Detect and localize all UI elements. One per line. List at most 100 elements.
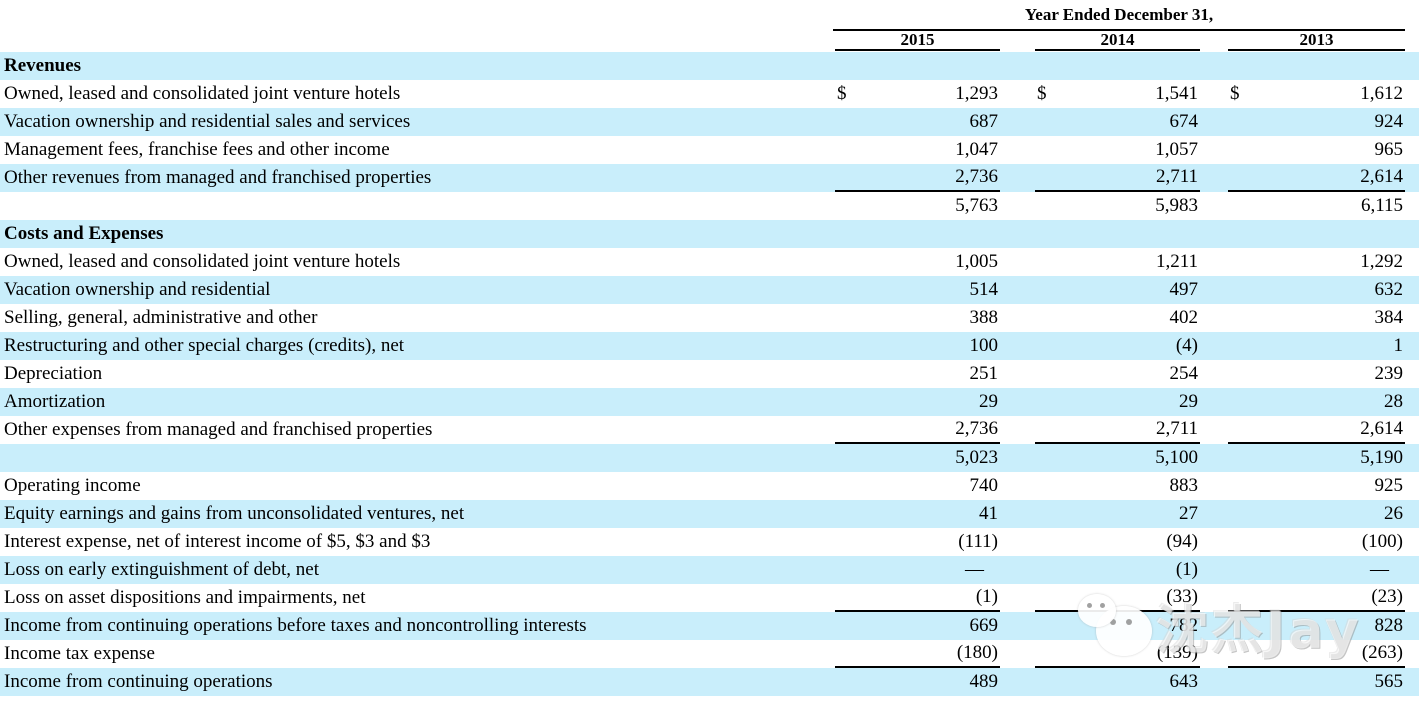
- cell-value: 388: [969, 307, 999, 328]
- value-cell-2014: (4): [1035, 332, 1200, 360]
- cell-value: 2,614: [1360, 166, 1403, 187]
- section-header-row: Costs and Expenses: [0, 220, 1419, 248]
- row-label: Loss on early extinguishment of debt, ne…: [4, 559, 320, 580]
- table-row: Income from continuing operations before…: [0, 612, 1419, 640]
- value-cell-2015: $1,293: [835, 80, 1000, 108]
- value-cell-2015: 100: [835, 332, 1000, 360]
- row-label: Loss on asset dispositions and impairmen…: [4, 587, 366, 608]
- cell-value: 925: [1374, 475, 1404, 496]
- value-cell-2014: 643: [1035, 668, 1200, 696]
- cell-value: 1,005: [955, 251, 998, 272]
- cell-value: (139): [1156, 642, 1198, 663]
- value-cell-2014: 674: [1035, 108, 1200, 136]
- section-header-row: Revenues: [0, 52, 1419, 80]
- value-cell-2013: (100): [1228, 528, 1405, 556]
- cell-value: 26: [1384, 503, 1403, 524]
- cell-value: 100: [969, 335, 999, 356]
- table-row: Depreciation 251 254 239: [0, 360, 1419, 388]
- cell-value: 29: [1179, 391, 1198, 412]
- value-cell-2014: 5,100: [1035, 444, 1200, 472]
- cell-value: 6,115: [1360, 195, 1403, 216]
- row-label: [0, 192, 835, 220]
- cell-value: (1): [1175, 559, 1198, 580]
- cell-value: 669: [969, 615, 999, 636]
- value-cell-2015: 41: [835, 500, 1000, 528]
- cell-value: 1,211: [1155, 251, 1198, 272]
- value-cell-2013: 1,292: [1228, 248, 1405, 276]
- row-label: [0, 444, 835, 472]
- cell-value: 5,763: [955, 195, 998, 216]
- table-header: Year Ended December 31, 2015 2014 2013: [0, 0, 1419, 52]
- row-label: Restructuring and other special charges …: [4, 335, 405, 356]
- dollar-sign: $: [837, 83, 847, 104]
- value-cell-2014: (33): [1035, 584, 1200, 612]
- value-cell-2013: [1228, 220, 1405, 248]
- table-row: Equity earnings and gains from unconsoli…: [0, 500, 1419, 528]
- value-cell-2013: 5,190: [1228, 444, 1405, 472]
- row-label: Vacation ownership and residential: [4, 279, 271, 300]
- row-label: Owned, leased and consolidated joint ven…: [4, 251, 401, 272]
- table-row: Income from continuing operations 489 643 5…: [0, 668, 1419, 696]
- cell-value: 1,612: [1360, 83, 1403, 104]
- value-cell-2015: 388: [835, 304, 1000, 332]
- cell-value: (100): [1361, 531, 1403, 552]
- cell-value: 1,293: [955, 83, 998, 104]
- cell-value: 687: [969, 111, 999, 132]
- year-column-header-2015: 2015: [835, 30, 1000, 51]
- row-label: Management fees, franchise fees and othe…: [4, 139, 390, 160]
- cell-value: 2,614: [1360, 418, 1403, 439]
- year-header-row: 2015 2014 2013: [0, 30, 1419, 51]
- row-label: Equity earnings and gains from unconsoli…: [4, 503, 465, 524]
- table-row: Vacation ownership and residential sales…: [0, 108, 1419, 136]
- cell-value: 2,711: [1155, 166, 1198, 187]
- value-cell-2014: 254: [1035, 360, 1200, 388]
- cell-value: 2,736: [955, 166, 998, 187]
- cell-value: 883: [1169, 475, 1199, 496]
- value-cell-2014: 782: [1035, 612, 1200, 640]
- value-cell-2013: 965: [1228, 136, 1405, 164]
- cell-value: 740: [969, 475, 999, 496]
- row-label: Depreciation: [4, 363, 103, 384]
- value-cell-2015: 687: [835, 108, 1000, 136]
- cell-value: 5,190: [1360, 447, 1403, 468]
- value-cell-2015: 5,763: [835, 192, 1000, 220]
- cell-value: 1: [1393, 335, 1404, 356]
- value-cell-2014: 402: [1035, 304, 1200, 332]
- cell-value: 5,023: [955, 447, 998, 468]
- value-cell-2015: 5,023: [835, 444, 1000, 472]
- table-row: 5,023 5,100 5,190: [0, 444, 1419, 472]
- value-cell-2013: [1228, 52, 1405, 80]
- row-label: Income from continuing operations before…: [4, 615, 587, 636]
- cell-value: 965: [1374, 139, 1404, 160]
- cell-value: 2,711: [1155, 418, 1198, 439]
- dollar-sign: $: [1230, 83, 1240, 104]
- cell-value: 239: [1374, 363, 1404, 384]
- value-cell-2014: 27: [1035, 500, 1200, 528]
- row-label: Income tax expense: [4, 643, 155, 664]
- cell-value: —: [965, 559, 984, 580]
- table-row: Interest expense, net of interest income…: [0, 528, 1419, 556]
- row-label: Costs and Expenses: [4, 223, 164, 244]
- value-cell-2015: 740: [835, 472, 1000, 500]
- cell-value: 28: [1384, 391, 1403, 412]
- cell-value: 924: [1374, 111, 1404, 132]
- cell-value: 402: [1169, 307, 1199, 328]
- table-row: Operating income 740 883 925: [0, 472, 1419, 500]
- value-cell-2015: 29: [835, 388, 1000, 416]
- cell-value: 1,292: [1360, 251, 1403, 272]
- cell-value: 782: [1169, 615, 1199, 636]
- cell-value: 5,983: [1155, 195, 1198, 216]
- table-header-title: Year Ended December 31,: [833, 5, 1405, 31]
- cell-value: 27: [1179, 503, 1198, 524]
- value-cell-2014: 2,711: [1035, 416, 1200, 444]
- value-cell-2015: 251: [835, 360, 1000, 388]
- value-cell-2014: 2,711: [1035, 164, 1200, 192]
- table-row: Vacation ownership and residential 514 497…: [0, 276, 1419, 304]
- value-cell-2013: 26: [1228, 500, 1405, 528]
- year-column-header-2014: 2014: [1035, 30, 1200, 51]
- value-cell-2013: (263): [1228, 640, 1405, 668]
- cell-value: 29: [979, 391, 998, 412]
- value-cell-2014: 497: [1035, 276, 1200, 304]
- value-cell-2015: (180): [835, 640, 1000, 668]
- table-row: Selling, general, administrative and oth…: [0, 304, 1419, 332]
